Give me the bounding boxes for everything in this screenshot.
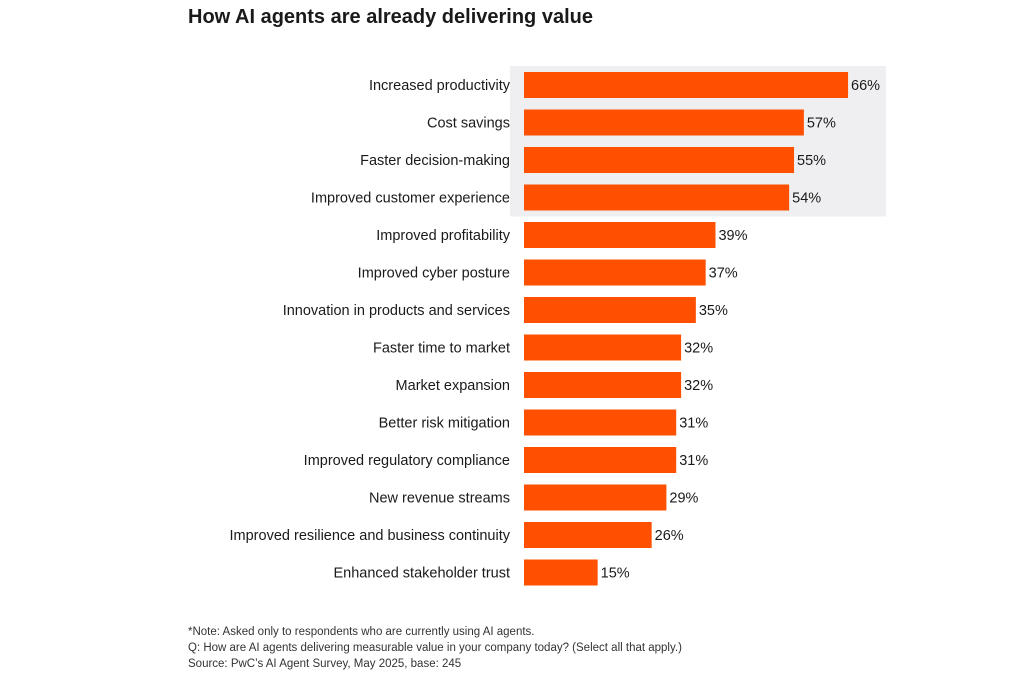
category-label: Improved profitability [376, 228, 511, 244]
bar [524, 409, 677, 436]
category-label: Enhanced stakeholder trust [333, 566, 510, 582]
category-label: Improved resilience and business continu… [230, 528, 511, 544]
bar [524, 372, 682, 398]
bar [524, 559, 598, 586]
bar [524, 184, 790, 211]
data-label: 55% [797, 153, 826, 169]
footnotes: *Note: Asked only to respondents who are… [188, 624, 682, 672]
data-label: 31% [679, 416, 708, 432]
data-label: 57% [807, 116, 836, 132]
data-label: 32% [684, 341, 713, 357]
bar [524, 72, 849, 98]
note-text: *Note: Asked only to respondents who are… [188, 626, 535, 638]
category-label: Increased productivity [369, 78, 511, 94]
data-label: 66% [851, 78, 880, 94]
data-label: 31% [679, 453, 708, 469]
data-label: 37% [709, 266, 738, 282]
category-label: Innovation in products and services [283, 303, 510, 319]
data-label: 32% [684, 378, 713, 394]
data-label: 26% [655, 528, 684, 544]
category-label: Improved cyber posture [358, 266, 510, 282]
source-text: Source: PwC’s AI Agent Survey, May 2025,… [188, 658, 462, 670]
data-label: 54% [792, 191, 821, 207]
category-label: Better risk mitigation [379, 416, 510, 432]
category-label: Improved regulatory compliance [304, 453, 510, 469]
bar [524, 297, 696, 323]
data-label: 35% [699, 303, 728, 319]
question-text: Q: How are AI agents delivering measurab… [188, 642, 682, 654]
bar [524, 147, 795, 173]
bar [524, 447, 677, 473]
bar [524, 222, 716, 248]
chart-title: How AI agents are already delivering val… [188, 6, 593, 28]
category-label: Market expansion [396, 378, 510, 394]
category-label: Faster time to market [373, 341, 510, 357]
bar [524, 109, 804, 136]
category-label: Improved customer experience [311, 191, 510, 207]
bar [524, 484, 667, 511]
data-label: 29% [669, 491, 698, 507]
data-label: 15% [601, 566, 630, 582]
category-label: Cost savings [427, 116, 510, 132]
category-label: New revenue streams [369, 491, 510, 507]
category-label: Faster decision-making [360, 153, 510, 169]
bar [524, 334, 682, 361]
data-label: 39% [718, 228, 747, 244]
bar [524, 259, 706, 286]
bar [524, 522, 652, 548]
